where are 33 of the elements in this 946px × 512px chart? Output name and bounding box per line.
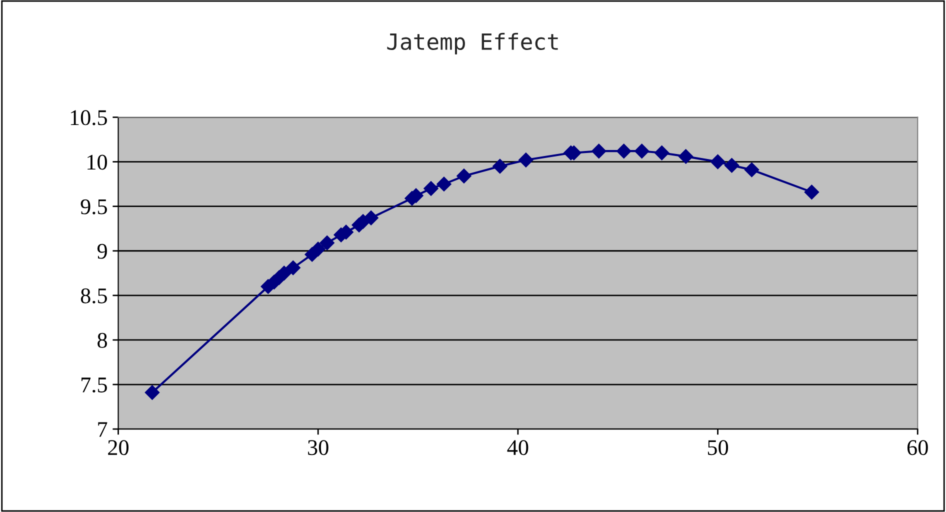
point — [492, 158, 508, 174]
point — [310, 242, 326, 256]
x-tick-label: 50 — [708, 440, 728, 456]
point — [456, 168, 472, 184]
y-tick-label: 8.5 — [80, 288, 107, 304]
point — [710, 154, 726, 170]
x-tick-label: 40 — [507, 440, 528, 456]
y-tick-label: 9 — [97, 244, 107, 259]
point — [436, 176, 452, 192]
point — [744, 162, 760, 178]
y-tick-label: 7.5 — [82, 378, 107, 393]
point — [634, 144, 650, 158]
y-tick-label: 8 — [98, 332, 107, 348]
y-tick-label: 10 — [88, 154, 107, 170]
point — [591, 144, 606, 158]
point — [804, 184, 820, 200]
x-tick-label: 30 — [308, 440, 328, 456]
chart-title: Jatemp Effect — [387, 32, 558, 54]
point — [678, 149, 694, 164]
y-tick-label: 7 — [98, 422, 108, 437]
point — [518, 152, 534, 168]
y-tick-label: 9.5 — [80, 199, 107, 214]
point — [616, 144, 632, 158]
x-tick-label: 20 — [108, 440, 129, 456]
point — [654, 145, 670, 160]
x-tick-label: 60 — [907, 440, 928, 456]
point — [724, 158, 740, 173]
point — [364, 210, 378, 226]
point — [424, 181, 438, 196]
y-tick-label: 10.5 — [70, 110, 107, 126]
point — [144, 385, 160, 400]
point — [320, 235, 334, 250]
point — [286, 260, 301, 276]
